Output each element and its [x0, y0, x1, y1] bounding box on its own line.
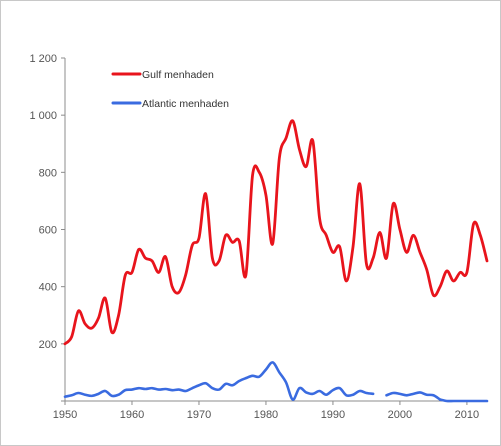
y-tick-label: 1 200 [29, 53, 57, 65]
series-line-atlantic-menhaden [63, 361, 375, 401]
x-tick-label: 1980 [254, 409, 278, 421]
x-tick-label: 1960 [120, 409, 144, 421]
y-tick-label: 800 [39, 167, 57, 179]
y-axis-ticks: 200 400 600 800 1 000 1 200 [29, 53, 65, 402]
x-tick-label: 2000 [388, 409, 412, 421]
axes [64, 58, 487, 402]
legend-label-atlantic-menhaden: Atlantic menhaden [142, 98, 229, 110]
x-tick-label: 1970 [187, 409, 211, 421]
legend: Gulf menhaden Atlantic menhaden [111, 69, 229, 110]
y-tick-label: 1 000 [29, 110, 57, 122]
y-tick-label: 400 [39, 282, 57, 294]
series-layer [63, 119, 489, 403]
x-tick-label: 2010 [455, 409, 479, 421]
legend-label-gulf-menhaden: Gulf menhaden [142, 69, 214, 81]
series-line-atlantic-menhaden [385, 391, 442, 401]
y-tick-label: 600 [39, 225, 57, 237]
series-line-gulf-menhaden [63, 119, 489, 346]
series-line-atlantic-menhaden [438, 398, 489, 403]
x-tick-label: 1950 [53, 409, 77, 421]
x-tick-label: 1990 [321, 409, 345, 421]
x-axis-ticks: 1950 1960 1970 1980 1990 2000 2010 [53, 401, 479, 421]
y-tick-label: 200 [39, 339, 57, 351]
